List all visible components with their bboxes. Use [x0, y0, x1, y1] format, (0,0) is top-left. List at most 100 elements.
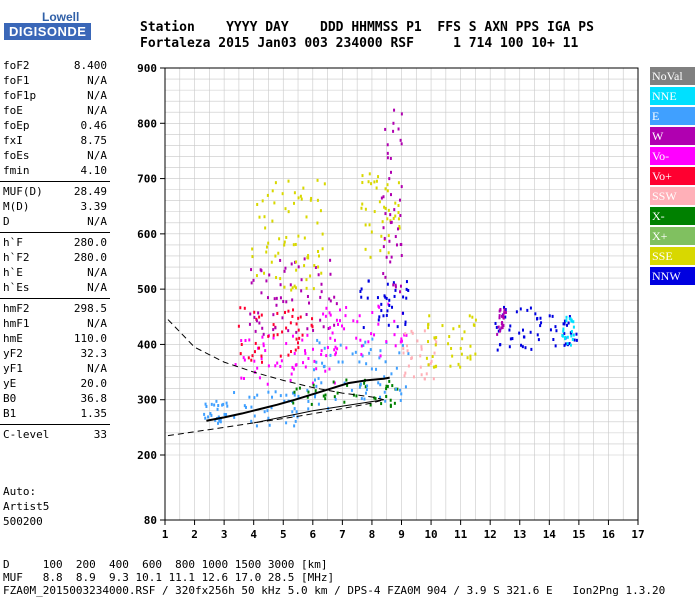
echo-point — [389, 398, 392, 402]
param-row: foEp 0.46 — [0, 118, 112, 133]
echo-point — [315, 384, 318, 388]
echo-point — [388, 177, 391, 181]
param-value: 28.49 — [73, 185, 107, 198]
echo-point — [280, 359, 283, 363]
echo-point — [396, 227, 399, 231]
echo-point — [434, 343, 437, 347]
echo-point — [327, 327, 330, 331]
echo-point — [285, 300, 288, 304]
echo-point — [358, 314, 361, 318]
echo-point — [320, 282, 323, 286]
legend-item-x: X- — [650, 207, 695, 225]
echo-point — [373, 333, 376, 337]
echo-point — [359, 338, 362, 342]
echo-point — [339, 308, 342, 312]
echo-point — [239, 306, 242, 310]
echo-point — [253, 310, 256, 314]
echo-point — [270, 406, 273, 410]
echo-point — [291, 314, 294, 318]
echo-point — [394, 201, 397, 205]
echo-point — [285, 342, 288, 346]
echo-point — [366, 296, 369, 300]
header-values: Fortaleza 2015 Jan03 003 234000 RSF 1 71… — [140, 36, 579, 51]
echo-point — [267, 416, 270, 420]
echo-point — [364, 247, 367, 251]
echo-point — [400, 337, 403, 341]
echo-point — [361, 354, 364, 358]
echo-point — [399, 284, 402, 288]
echo-point — [312, 287, 315, 291]
echo-point — [293, 351, 296, 355]
param-value: N/A — [87, 74, 107, 87]
echo-point — [369, 255, 372, 259]
echo-point — [383, 390, 386, 394]
echo-point — [319, 318, 322, 322]
echo-point — [570, 318, 573, 322]
echo-point — [368, 172, 371, 176]
echo-point — [361, 174, 364, 178]
echo-point — [324, 369, 327, 373]
echo-point — [267, 364, 270, 368]
echo-point — [311, 347, 314, 351]
echo-point — [296, 415, 299, 419]
echo-point — [318, 341, 321, 345]
echo-point — [351, 352, 354, 356]
echo-point — [242, 376, 245, 380]
echo-point — [285, 235, 288, 239]
param-value: 3.39 — [80, 200, 108, 213]
echo-point — [386, 156, 389, 160]
echo-point — [379, 249, 382, 253]
echo-point — [564, 335, 567, 339]
echo-point — [294, 348, 297, 352]
echo-point — [397, 217, 400, 221]
echo-point — [427, 322, 430, 326]
echo-point — [291, 286, 294, 290]
echo-point — [316, 221, 319, 225]
echo-point — [297, 328, 300, 332]
param-name: hmF1 — [3, 317, 30, 330]
echo-point — [333, 395, 336, 399]
echo-point — [385, 340, 388, 344]
echo-point — [272, 313, 275, 317]
solid-lower-edge — [253, 399, 384, 424]
y-tick-label: 700 — [137, 173, 157, 186]
echo-point — [406, 344, 409, 348]
echo-point — [265, 279, 268, 283]
echo-point — [496, 348, 499, 352]
echo-point — [385, 384, 388, 388]
echo-point — [398, 351, 401, 355]
echo-point — [294, 242, 297, 246]
echo-point — [250, 405, 253, 409]
echo-point — [384, 127, 387, 131]
echo-point — [387, 251, 390, 255]
echo-point — [386, 151, 389, 155]
echo-point — [386, 183, 389, 187]
echo-point — [267, 334, 270, 338]
echo-point — [534, 312, 537, 316]
echo-point — [254, 341, 257, 345]
echo-point — [522, 335, 525, 339]
echo-point — [412, 375, 415, 379]
echo-point — [285, 421, 288, 425]
echo-point — [287, 353, 290, 357]
echo-point — [328, 297, 331, 301]
param-separator — [0, 298, 110, 299]
echo-point — [290, 262, 293, 266]
echo-point — [575, 338, 578, 342]
echo-point — [295, 337, 298, 341]
echo-point — [296, 341, 299, 345]
echo-point — [379, 383, 382, 387]
echo-point — [498, 343, 501, 347]
echo-point — [272, 333, 275, 337]
echo-point — [363, 381, 366, 385]
echo-point — [469, 357, 472, 361]
echo-point — [459, 365, 462, 369]
auto-artist: Artist5 — [3, 500, 50, 513]
x-tick-label: 10 — [424, 528, 437, 541]
echo-point — [367, 180, 370, 184]
echo-point — [315, 360, 318, 364]
echo-point — [382, 195, 385, 199]
echo-cluster — [313, 337, 410, 403]
param-row: M(D) 3.39 — [0, 199, 112, 214]
param-row: foF2 8.400 — [0, 58, 112, 73]
